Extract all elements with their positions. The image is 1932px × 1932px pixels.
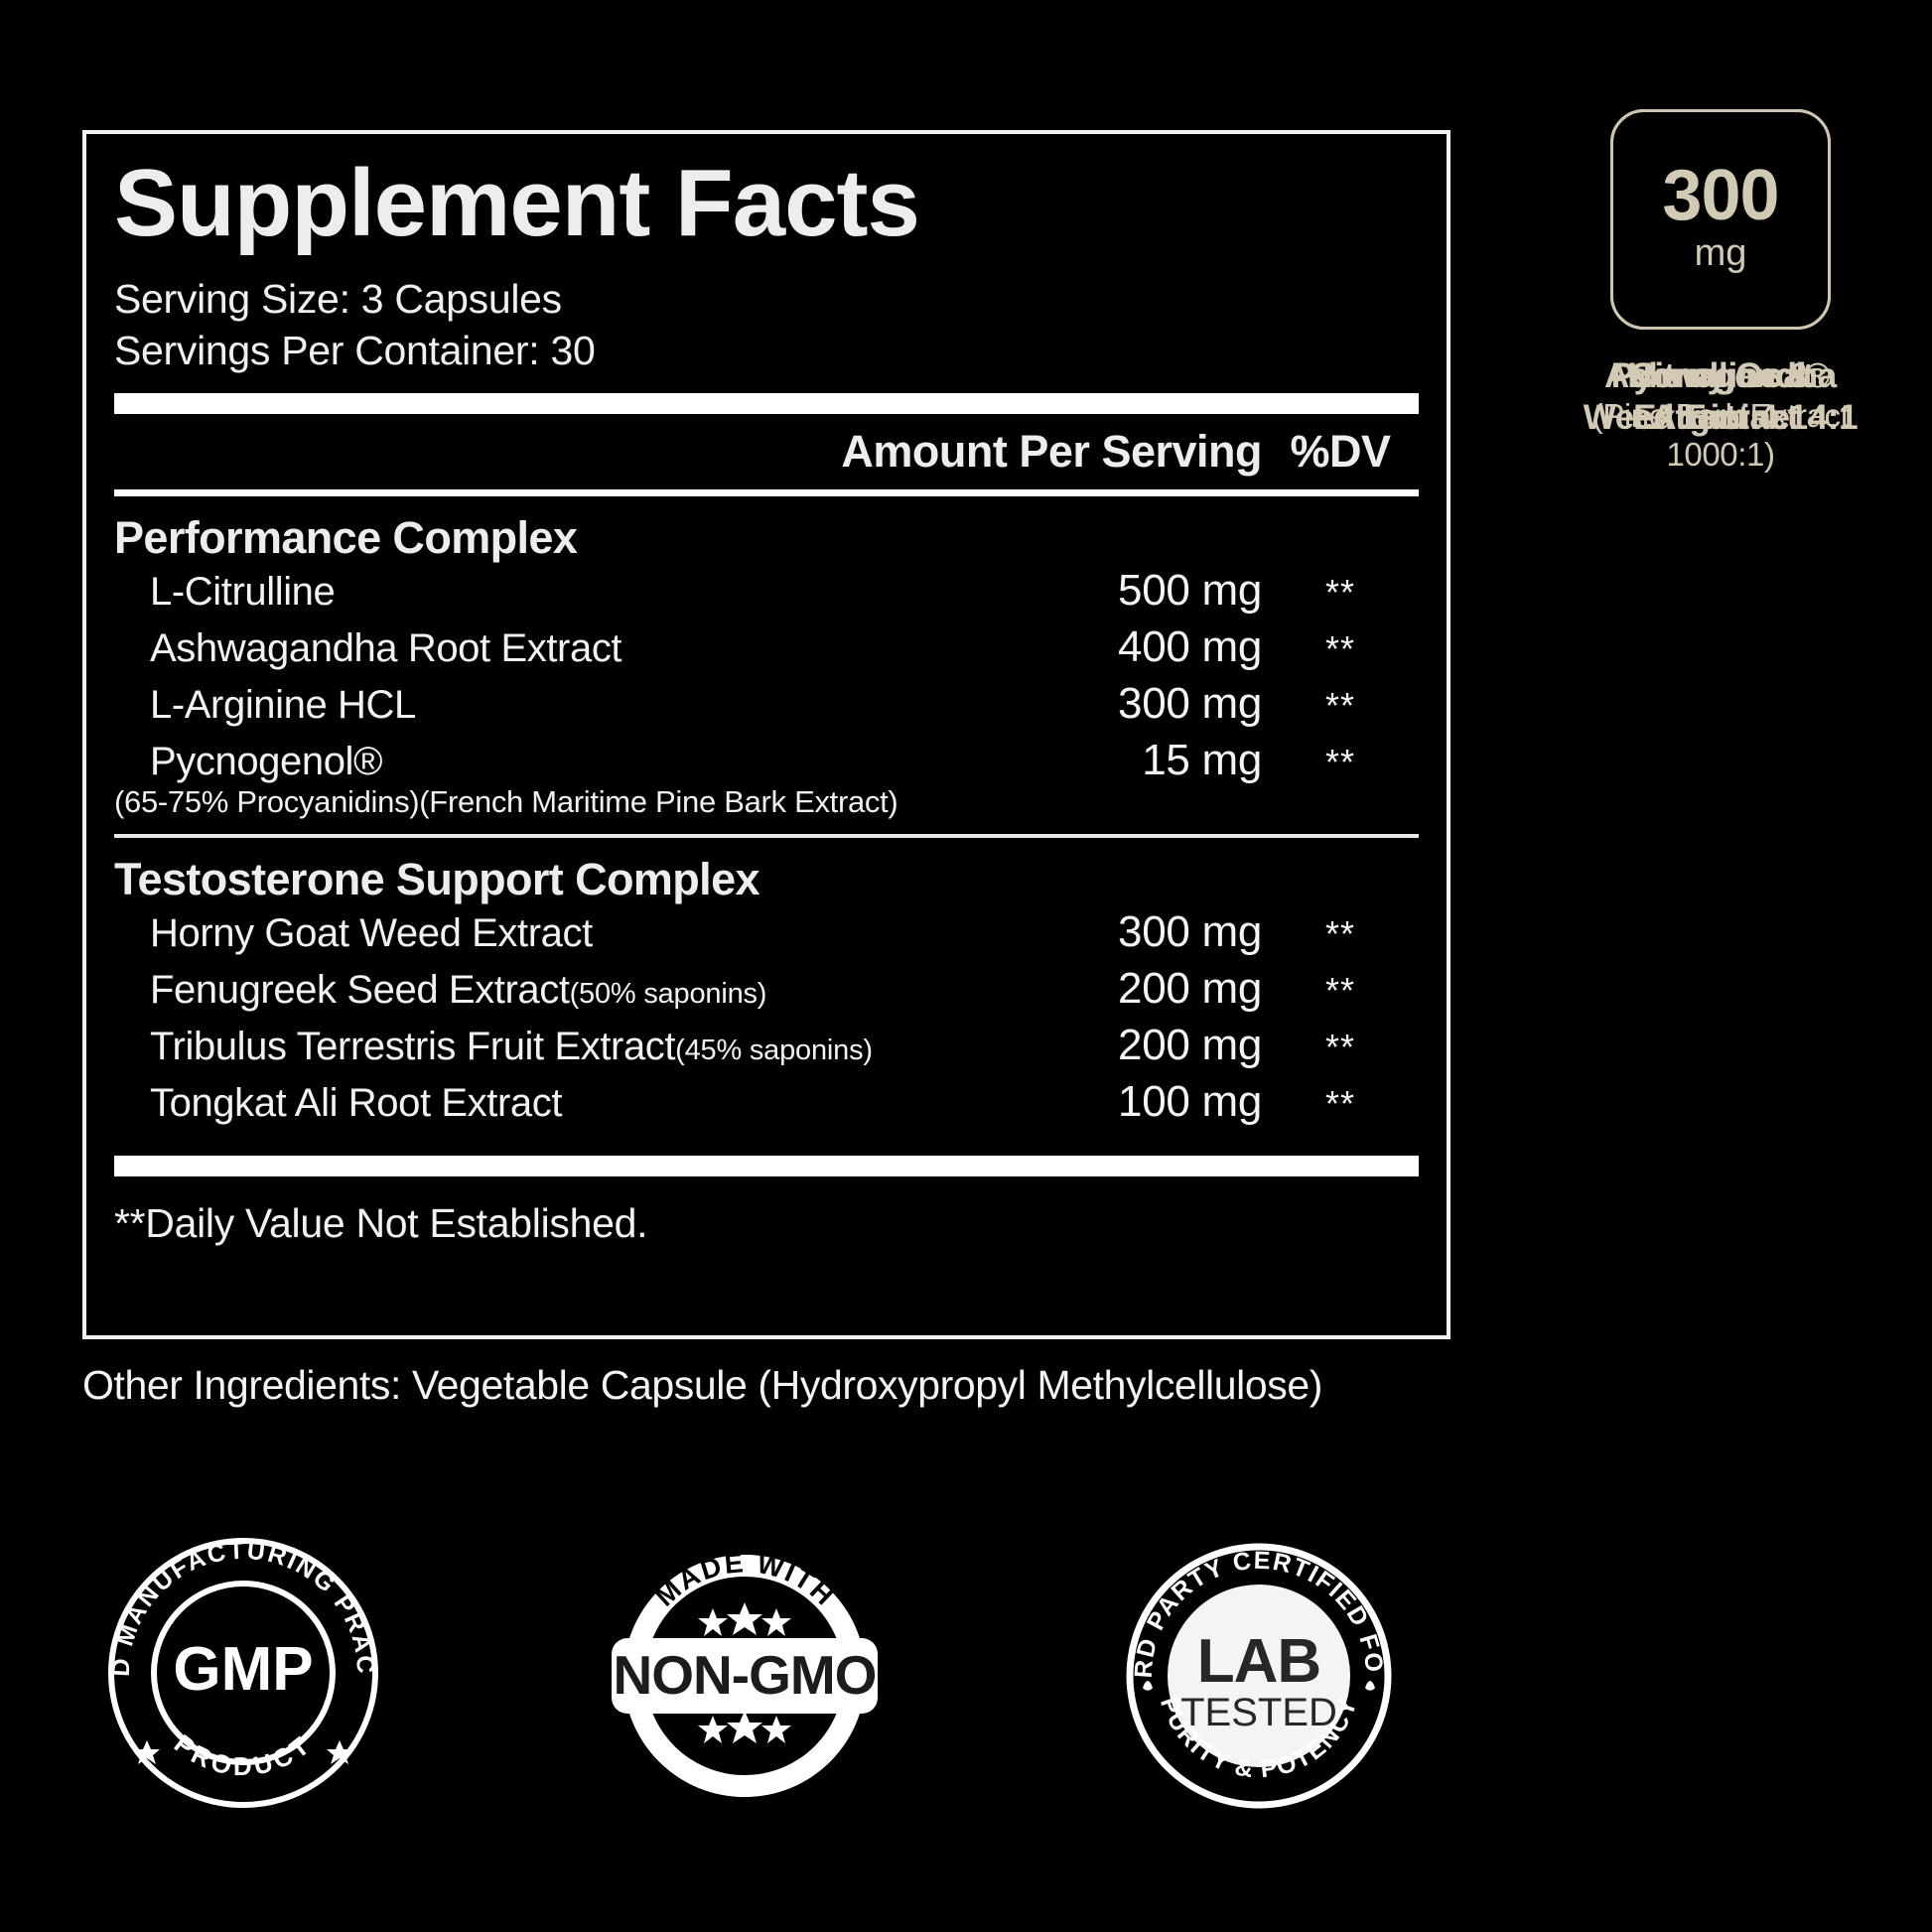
lab-center-text2: TESTED (1180, 1691, 1337, 1734)
column-header-dv: %DV (1290, 425, 1391, 477)
dosage-badge-horny-goat-weed: 300 mg Horny Goat Weed Extract 4:1 (1509, 109, 1932, 439)
ingredient-name: Fenugreek Seed Extract(50% saponins) (114, 968, 994, 1013)
non-gmo-center-text: NON-GMO (614, 1644, 877, 1706)
ingredient-name: L-Arginine HCL (150, 682, 416, 727)
ingredient-dv: ** (1324, 1026, 1356, 1067)
serving-size: Serving Size: 3 Capsules (114, 276, 562, 322)
table-row: Horny Goat Weed Extract 300 mg ** (114, 907, 1419, 964)
ingredient-qualifier: (50% saponins) (569, 977, 767, 1010)
badge-value: 300 (1662, 156, 1779, 236)
complex-title: Testosterone Support Complex (114, 853, 760, 904)
table-row: Tribulus Terrestris Fruit Extract(45% sa… (114, 1021, 1419, 1077)
badge-unit: mg (1694, 232, 1747, 275)
table-row: Fenugreek Seed Extract(50% saponins) 200… (114, 964, 1419, 1021)
ingredient-name: L-Citrulline (150, 569, 336, 614)
badge-subcaption: (Pine Bark Extract 1000:1) (1591, 397, 1850, 473)
ingredient-amount: 300 mg (1118, 906, 1262, 956)
dosage-badge-rail: 800 mg Citrulline & Arginine 400 mg Ashw… (1509, 109, 1932, 1932)
ingredient-name: Tribulus Terrestris Fruit Extract(45% sa… (114, 1025, 994, 1069)
badge-caption: Citrulline & Arginine (1629, 356, 1812, 437)
ingredient-amount: 200 mg (1118, 1020, 1262, 1069)
ingredient-dv: ** (1324, 969, 1356, 1011)
complex-title: Performance Complex (114, 511, 578, 563)
gmp-seal-icon: GOOD MANUFACTURING PRACTICE PRODUCT GMP (88, 1507, 387, 1822)
ingredient-amount: 15 mg (1142, 735, 1262, 784)
daily-value-footnote: **Daily Value Not Established. (114, 1199, 648, 1246)
rule-thick-top (114, 392, 1419, 414)
table-row: Pycnogenol® 15 mg ** (114, 736, 1419, 792)
serving-info: Serving Size: 3 Capsules Servings Per Co… (114, 273, 1419, 377)
ingredient-amount: 400 mg (1118, 621, 1262, 671)
table-row: Tongkat Ali Root Extract 100 mg ** (114, 1077, 1419, 1134)
ingredient-amount: 500 mg (1118, 565, 1262, 615)
page-title: Supplement Facts (114, 150, 920, 256)
rule-thick-bottom (114, 1155, 1419, 1176)
supplement-facts-inner: Supplement Facts Serving Size: 3 Capsule… (114, 134, 1419, 1335)
ingredient-label: Fenugreek Seed Extract (150, 967, 570, 1012)
ingredient-amount: 100 mg (1118, 1076, 1262, 1126)
ingredient-label: Tongkat Ali Root Extract (150, 1080, 563, 1125)
ingredient-qualifier: (45% saponins) (675, 1034, 873, 1066)
gmp-bottom-text: PRODUCT (169, 1728, 314, 1781)
ingredient-dv: ** (1324, 741, 1356, 782)
other-ingredients: Other Ingredients: Vegetable Capsule (Hy… (82, 1362, 1323, 1408)
servings-per-container: Servings Per Container: 30 (114, 328, 596, 374)
rule-hair (114, 833, 1419, 838)
ingredient-subnote: (65-75% Procyanidins)(French Maritime Pi… (114, 783, 898, 819)
badge-caption: Pycnogenol® (1610, 356, 1831, 395)
rule-thin-under-header (114, 488, 1419, 496)
lab-tested-seal-icon: 3RD PARTY CERTIFIED FOR PURITY & POTENCY… (1110, 1515, 1398, 1820)
ingredient-label: Tribulus Terrestris Fruit Extract (150, 1024, 676, 1068)
table-row: L-Arginine HCL 300 mg ** (114, 679, 1419, 736)
gmp-center-text: GMP (173, 1635, 313, 1704)
column-header-amount: Amount Per Serving (841, 425, 1262, 477)
ingredient-dv: ** (1324, 571, 1356, 613)
ingredient-name: Horny Goat Weed Extract (114, 911, 994, 956)
ingredient-amount: 200 mg (1118, 963, 1262, 1013)
certification-seals: GOOD MANUFACTURING PRACTICE PRODUCT GMP (0, 1507, 1449, 1855)
table-row: Ashwagandha Root Extract 400 mg ** (114, 622, 1419, 679)
supplement-facts-panel: Supplement Facts Serving Size: 3 Capsule… (82, 130, 1450, 1339)
rule-thick-bottom-wrap (114, 1155, 1419, 1176)
ingredient-name: Pycnogenol® (150, 739, 383, 783)
badge-box: 300 mg (1610, 109, 1831, 330)
ingredient-amount: 300 mg (1118, 678, 1262, 728)
ingredient-name: Tongkat Ali Root Extract (114, 1081, 994, 1126)
ingredient-dv: ** (1324, 1082, 1356, 1124)
ingredient-label: Horny Goat Weed Extract (150, 910, 593, 955)
complex-performance: Performance Complex L-Citrulline 500 mg … (114, 512, 1419, 820)
ingredient-dv: ** (1324, 912, 1356, 954)
badge-caption: Ashwagandha Extract 4:1 (1604, 356, 1837, 437)
complex-testosterone: Testosterone Support Complex Horny Goat … (114, 854, 1419, 1134)
lab-center-text: LAB (1197, 1627, 1320, 1696)
table-row: L-Citrulline 500 mg ** (114, 566, 1419, 622)
ingredient-dv: ** (1324, 627, 1356, 669)
non-gmo-seal-icon: MADE WITH INGREDIENTS NON-GMO (604, 1537, 887, 1820)
svg-text:PRODUCT: PRODUCT (169, 1728, 318, 1781)
ingredient-dv: ** (1324, 684, 1356, 726)
table-header-row: Amount Per Serving %DV (114, 414, 1419, 489)
ingredient-name: Ashwagandha Root Extract (150, 625, 622, 670)
section-divider (114, 833, 1419, 838)
badge-caption: Horny Goat Weed Extract 4:1 (1583, 356, 1859, 437)
